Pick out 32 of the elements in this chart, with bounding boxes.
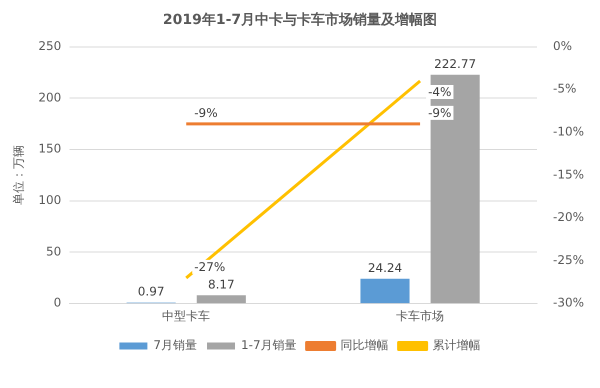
data-label: 8.17 bbox=[208, 277, 235, 292]
data-label: -27% bbox=[194, 260, 226, 274]
y-tick-label: 0 bbox=[54, 296, 62, 310]
data-label: 0.97 bbox=[138, 284, 165, 299]
y-tick-label: 200 bbox=[38, 90, 62, 104]
data-label: -4% bbox=[428, 85, 452, 100]
x-tick-label: 中型卡车 bbox=[162, 308, 210, 323]
bar bbox=[360, 278, 410, 304]
y2-tick-label: -15% bbox=[553, 167, 584, 182]
y-tick-label: 250 bbox=[38, 38, 62, 53]
y2-tick-label: -5% bbox=[553, 82, 576, 96]
data-label: 24.24 bbox=[368, 260, 402, 275]
y2-tick-label: -25% bbox=[553, 252, 584, 267]
data-label: 222.77 bbox=[434, 56, 476, 71]
y-axis-title: 单位：万辆 bbox=[11, 145, 26, 206]
legend-label: 累计增幅 bbox=[432, 338, 481, 352]
y2-tick-label: 0% bbox=[553, 38, 572, 53]
bar bbox=[430, 74, 480, 304]
y2-tick-label: -20% bbox=[553, 210, 584, 224]
legend-label: 1-7月销量 bbox=[241, 338, 297, 352]
legend-label: 7月销量 bbox=[153, 338, 198, 352]
y2-tick-label: -30% bbox=[553, 296, 584, 310]
bar bbox=[196, 295, 246, 304]
y-tick-label: 100 bbox=[38, 193, 62, 208]
legend-label: 同比增幅 bbox=[340, 338, 389, 352]
chart-title: 2019年1-7月中卡与卡车市场销量及增幅图 bbox=[162, 11, 438, 28]
data-label: -9% bbox=[428, 106, 452, 120]
y-tick-label: 50 bbox=[46, 244, 62, 258]
data-label: -9% bbox=[194, 106, 218, 120]
y2-tick-label: -10% bbox=[553, 124, 584, 139]
y-tick-label: 150 bbox=[38, 142, 62, 156]
x-tick-label: 卡车市场 bbox=[396, 308, 444, 323]
